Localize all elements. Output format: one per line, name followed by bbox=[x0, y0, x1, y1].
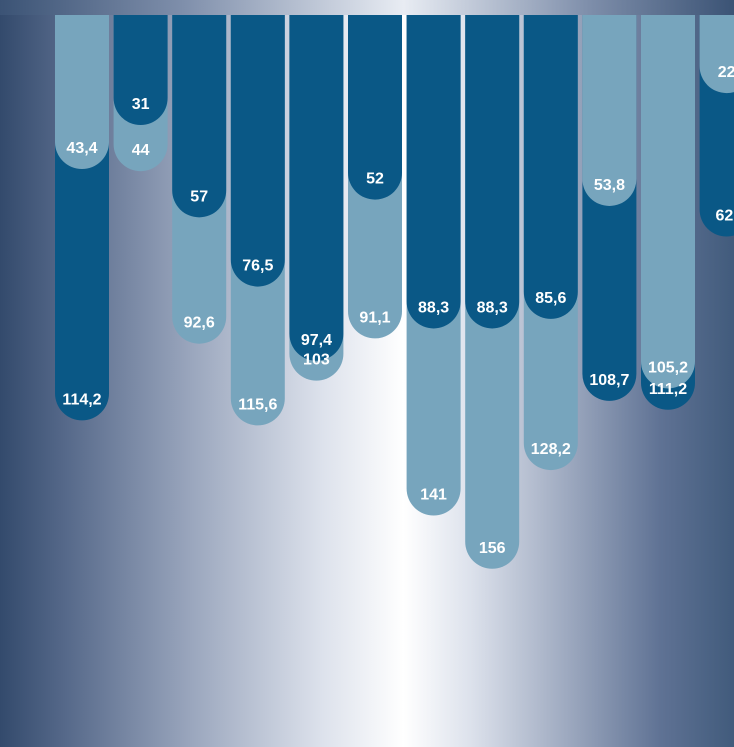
bar-s2-5 bbox=[289, 15, 344, 361]
bar-s2-3 bbox=[172, 15, 227, 218]
bar-label-s2-1: 43,4 bbox=[66, 140, 97, 157]
bar-label-s2-11: 111,2 bbox=[649, 381, 687, 398]
bar-s2-7 bbox=[406, 15, 461, 329]
bar-label-s1-2: 44 bbox=[132, 142, 150, 159]
bar-s2-6 bbox=[348, 15, 402, 200]
bar-label-s1-5: 103 bbox=[303, 352, 330, 369]
bar-label-s1-7: 141 bbox=[420, 487, 447, 504]
bar-s1-11 bbox=[641, 15, 695, 389]
bar-label-s2-9: 85,6 bbox=[535, 290, 566, 307]
bar-label-s2-4: 76,5 bbox=[242, 258, 273, 275]
bar-label-s2-7: 88,3 bbox=[418, 299, 449, 316]
bar-s2-4 bbox=[230, 15, 285, 287]
bar-label-s2-5: 97,4 bbox=[301, 332, 332, 349]
bar-label-s1-9: 128,2 bbox=[531, 441, 571, 458]
bar-label-s1-11: 105,2 bbox=[648, 359, 688, 376]
bar-label-s1-10: 108,7 bbox=[589, 372, 629, 389]
bar-label-s2-12: 22 bbox=[718, 64, 734, 81]
bar-s2-1 bbox=[55, 15, 109, 170]
bar-label-s1-8: 156 bbox=[479, 540, 506, 557]
bar-s2-9 bbox=[523, 15, 578, 319]
bar-s2-10 bbox=[582, 15, 637, 206]
bar-label-s2-2: 31 bbox=[132, 96, 150, 113]
bar-label-s2-10: 53,8 bbox=[594, 177, 625, 194]
bar-label-s2-8: 88,3 bbox=[477, 299, 508, 316]
bar-label-s1-12: 62, bbox=[715, 208, 734, 225]
bar-label-s1-6: 91,1 bbox=[359, 309, 390, 326]
bar-label-s1-1: 114,2 bbox=[62, 391, 101, 408]
bar-label-s1-3: 92,6 bbox=[184, 315, 215, 332]
bar-s2-8 bbox=[465, 15, 520, 329]
bar-label-s2-3: 57 bbox=[190, 188, 208, 205]
bar-s2-2 bbox=[113, 15, 168, 126]
bar-label-s1-4: 115,6 bbox=[238, 396, 277, 413]
bar-s2-12 bbox=[699, 15, 734, 94]
top-band bbox=[0, 0, 734, 15]
bar-label-s2-6: 52 bbox=[366, 171, 384, 188]
